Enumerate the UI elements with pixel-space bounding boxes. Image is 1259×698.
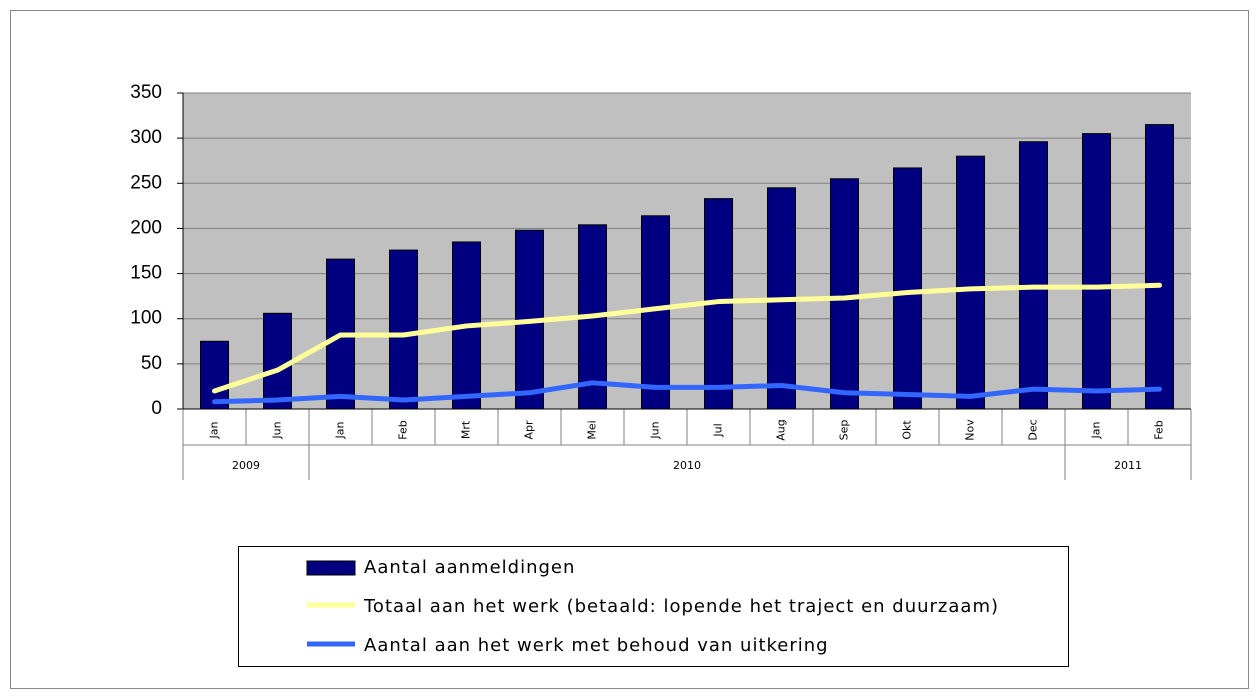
y-tick-label: 0 bbox=[151, 398, 162, 419]
bar bbox=[200, 340, 229, 410]
legend-box bbox=[238, 546, 1069, 667]
x-tick-label: Jun bbox=[649, 421, 662, 439]
x-tick-label: Jun bbox=[271, 421, 284, 439]
bar bbox=[956, 155, 985, 410]
x-tick-label: Dec bbox=[1027, 419, 1040, 440]
y-tick-label: 200 bbox=[130, 217, 162, 238]
group-label: 2011 bbox=[1114, 459, 1142, 472]
line bbox=[212, 282, 1162, 394]
x-tick-label: Jan bbox=[208, 421, 221, 439]
x-tick-label: Mei bbox=[586, 420, 599, 439]
bar bbox=[1145, 124, 1174, 410]
y-tick-label: 150 bbox=[130, 263, 162, 284]
x-tick-label: Jan bbox=[1090, 421, 1103, 439]
legend-label: Totaal aan het werk (betaald: lopende he… bbox=[363, 596, 999, 617]
legend-swatch bbox=[306, 560, 356, 576]
x-tick-label: Feb bbox=[1153, 420, 1166, 439]
y-tick-label: 100 bbox=[130, 308, 162, 329]
y-tick-label: 250 bbox=[130, 172, 162, 193]
x-tick-label: Nov bbox=[964, 419, 977, 441]
x-tick-label: Okt bbox=[901, 420, 914, 440]
y-tick-label: 300 bbox=[130, 127, 162, 148]
x-tick-label: Apr bbox=[523, 420, 536, 440]
line bbox=[212, 380, 1162, 405]
group-label: 2010 bbox=[673, 459, 701, 472]
y-tick-label: 50 bbox=[141, 353, 162, 374]
bar bbox=[389, 249, 418, 410]
x-tick-label: Feb bbox=[397, 420, 410, 439]
x-tick-label: Jul bbox=[712, 423, 725, 437]
bar bbox=[641, 215, 670, 410]
legend-label: Aantal aanmeldingen bbox=[364, 557, 575, 578]
bar bbox=[830, 178, 859, 410]
x-tick-label: Mrt bbox=[460, 420, 473, 439]
bar bbox=[1019, 141, 1048, 410]
bar bbox=[893, 167, 922, 410]
x-tick-label: Aug bbox=[775, 419, 788, 440]
legend-label: Aantal aan het werk met behoud van uitke… bbox=[364, 635, 829, 656]
bar bbox=[1082, 133, 1111, 410]
x-tick-label: Jan bbox=[334, 421, 347, 439]
y-tick-label: 350 bbox=[130, 82, 162, 103]
group-label: 2009 bbox=[232, 459, 260, 472]
bar bbox=[263, 312, 292, 410]
x-tick-label: Sep bbox=[838, 420, 851, 441]
